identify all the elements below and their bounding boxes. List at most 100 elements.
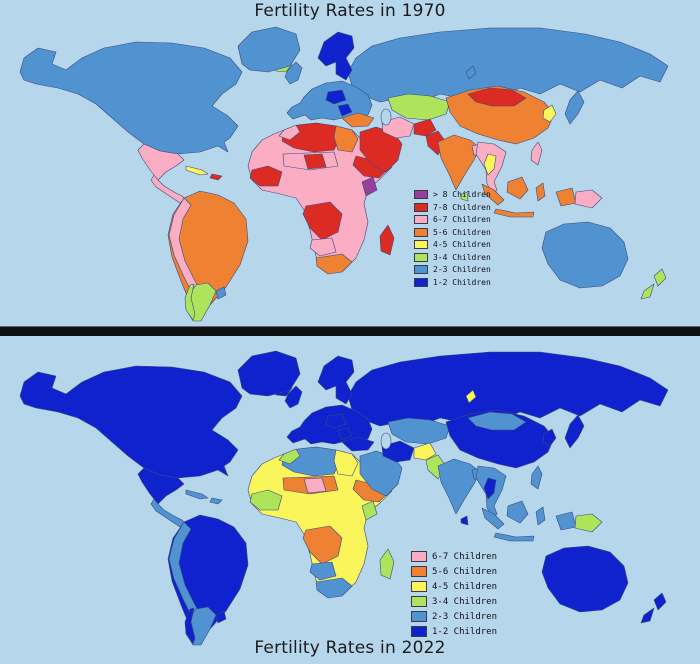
region-papua-new-guinea [574, 513, 603, 533]
region-niger [303, 477, 327, 494]
legend-label: 4-5 Children [433, 240, 491, 249]
region-new-guinea-west [555, 511, 577, 531]
region-mongolia [467, 411, 527, 431]
legend-1970: > 8 Children 7-8 Children 6-7 Children 5… [414, 190, 491, 287]
legend-swatch [411, 611, 427, 622]
region-sri-lanka [460, 191, 469, 202]
legend-swatch [414, 265, 428, 274]
legend-label: 2-3 Children [433, 265, 491, 274]
region-new-zealand-south [640, 607, 655, 624]
region-greenland [237, 350, 301, 397]
region-india [437, 458, 481, 515]
region-sulawesi [535, 182, 546, 202]
legend-swatch [411, 626, 427, 637]
legend-item: 5-6 Children [411, 566, 497, 577]
world-map-2022 [19, 350, 669, 646]
region-korea [542, 428, 557, 447]
region-scandinavia [317, 355, 355, 405]
region-uk [284, 385, 303, 409]
region-kazakhstan [387, 93, 451, 121]
legend-label: 7-8 Children [433, 202, 491, 212]
legend-item: 3-4 Children [411, 596, 497, 607]
region-central-america [150, 174, 187, 204]
legend-item: 3-4 Children [414, 252, 491, 262]
region-australia [541, 221, 629, 289]
region-middle-east [359, 126, 403, 173]
region-balkans [337, 427, 353, 441]
legend-swatch [411, 581, 427, 592]
region-java [493, 532, 535, 542]
legend-label: > 8 Children [433, 190, 491, 199]
legend-swatch [411, 596, 427, 607]
lake-baikal [465, 389, 477, 404]
legend-swatch [414, 202, 428, 212]
legend-swatch [411, 551, 427, 562]
legend-label: 3-4 Children [432, 596, 498, 607]
region-hispaniola [209, 173, 223, 181]
region-middle-east [359, 450, 403, 497]
region-sumatra [481, 183, 505, 206]
region-new-zealand-south [640, 283, 655, 300]
region-north-america [19, 365, 243, 479]
legend-swatch [414, 240, 428, 249]
region-egypt [333, 449, 359, 477]
legend-item: 2-3 Children [411, 611, 497, 622]
region-kazakhstan [387, 417, 451, 445]
region-korea [542, 104, 557, 123]
legend-label: 6-7 Children [432, 551, 498, 562]
region-south-africa [315, 577, 353, 599]
legend-label: 4-5 Children [432, 581, 498, 592]
region-cuba [185, 165, 209, 176]
legend-label: 3-4 Children [433, 252, 491, 262]
region-thailand [483, 153, 497, 176]
legend-swatch [414, 277, 428, 287]
region-hispaniola [209, 497, 223, 505]
legend-item: 6-7 Children [411, 551, 497, 562]
legend-item: 5-6 Children [414, 227, 491, 237]
region-thailand [483, 477, 497, 500]
region-morocco [278, 124, 301, 141]
legend-2022: 6-7 Children 5-6 Children 4-5 Children 3… [411, 551, 497, 637]
region-japan [564, 414, 585, 449]
region-balkans [337, 103, 353, 117]
legend-label: 1-2 Children [433, 277, 491, 287]
region-sri-lanka [460, 515, 469, 526]
region-europe-patch [325, 413, 347, 429]
region-turkey [341, 112, 375, 128]
region-new-zealand-north [653, 592, 667, 611]
region-sumatra [481, 507, 505, 530]
legend-swatch [414, 215, 428, 224]
region-morocco [278, 448, 301, 465]
legend-label: 6-7 Children [433, 215, 491, 224]
map-1970-title: Fertility Rates in 1970 [254, 1, 446, 21]
region-japan [564, 90, 585, 125]
region-central-america [150, 498, 187, 528]
region-namibia [309, 561, 337, 581]
legend-label: 2-3 Children [432, 611, 498, 622]
region-new-zealand-north [653, 268, 667, 287]
region-madagascar [379, 548, 395, 580]
legend-item: 1-2 Children [414, 277, 491, 287]
region-greenland [237, 26, 301, 73]
region-turkey [341, 436, 375, 452]
region-mongolia [467, 87, 527, 107]
region-north-america [19, 41, 243, 155]
legend-swatch [411, 566, 427, 577]
legend-item: 4-5 Children [411, 581, 497, 592]
world-map-1970 [19, 26, 669, 322]
region-scandinavia [317, 31, 355, 81]
region-central-africa [302, 525, 343, 565]
legend-item: 6-7 Children [414, 215, 491, 224]
region-niger [303, 153, 327, 170]
caspian-sea [380, 108, 392, 126]
legend-label: 5-6 Children [432, 566, 498, 577]
region-afghanistan [413, 118, 437, 137]
map-2022-title: Fertility Rates in 2022 [254, 638, 446, 658]
region-afghanistan [413, 442, 437, 461]
region-mexico [137, 143, 185, 181]
region-europe-patch [325, 89, 347, 105]
region-madagascar [379, 224, 395, 256]
region-central-africa [302, 201, 343, 241]
legend-swatch [414, 190, 428, 199]
region-namibia [309, 237, 337, 257]
